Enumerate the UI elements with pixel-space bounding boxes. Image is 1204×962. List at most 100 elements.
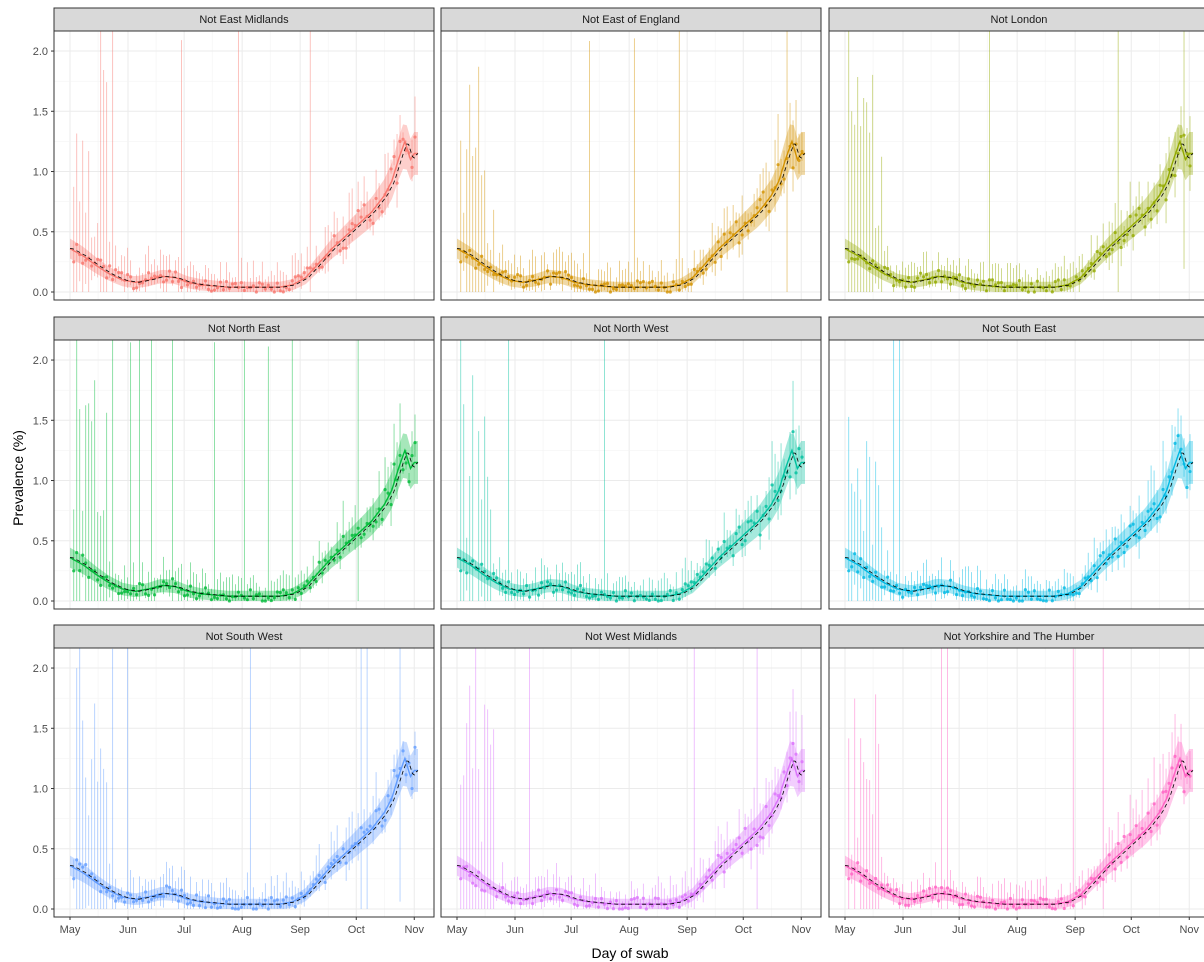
estimate-point bbox=[143, 592, 148, 596]
estimate-point bbox=[871, 579, 875, 584]
estimate-point bbox=[1140, 826, 1144, 831]
estimate-point bbox=[850, 872, 854, 876]
estimate-point bbox=[563, 889, 568, 893]
estimate-point bbox=[308, 586, 312, 590]
estimate-point bbox=[1158, 515, 1162, 519]
estimate-point bbox=[605, 907, 610, 911]
estimate-point bbox=[407, 480, 411, 484]
estimate-point bbox=[587, 596, 592, 600]
estimate-point bbox=[856, 257, 860, 261]
estimate-point bbox=[221, 897, 226, 901]
estimate-point bbox=[791, 430, 795, 434]
estimate-point bbox=[483, 267, 487, 271]
y-tick-label: 0.5 bbox=[33, 844, 48, 856]
estimate-point bbox=[212, 595, 217, 599]
estimate-point bbox=[542, 895, 547, 899]
estimate-point bbox=[99, 889, 103, 894]
facet-title: Not North West bbox=[594, 323, 669, 335]
estimate-point bbox=[560, 898, 565, 902]
plot-background bbox=[441, 648, 821, 917]
y-tick-label: 1.5 bbox=[33, 415, 48, 427]
estimate-point bbox=[510, 590, 514, 595]
estimate-point bbox=[632, 897, 636, 901]
estimate-point bbox=[1134, 534, 1138, 538]
estimate-point bbox=[389, 502, 393, 507]
estimate-point bbox=[1107, 853, 1111, 857]
estimate-point bbox=[519, 901, 523, 906]
reference-line bbox=[457, 452, 806, 597]
estimate-point bbox=[611, 590, 616, 595]
estimate-point bbox=[692, 267, 696, 271]
estimate-point bbox=[584, 904, 589, 908]
estimate-point bbox=[918, 271, 923, 275]
estimate-point bbox=[782, 770, 786, 774]
y-tick-label: 2.0 bbox=[33, 663, 48, 675]
estimate-point bbox=[93, 876, 97, 880]
estimate-point bbox=[374, 809, 378, 813]
estimate-point bbox=[990, 588, 995, 593]
estimate-point bbox=[1161, 487, 1165, 492]
estimate-point bbox=[868, 574, 872, 579]
estimate-point bbox=[1161, 790, 1165, 794]
estimate-point bbox=[1005, 597, 1010, 601]
estimate-point bbox=[659, 281, 663, 285]
estimate-point bbox=[281, 898, 285, 902]
estimate-point bbox=[924, 584, 929, 588]
estimate-point bbox=[356, 843, 360, 847]
estimate-point bbox=[1053, 907, 1057, 911]
estimate-point bbox=[117, 270, 121, 275]
estimate-point bbox=[305, 266, 309, 270]
estimate-point bbox=[740, 542, 744, 547]
estimate-point bbox=[680, 895, 684, 899]
estimate-point bbox=[170, 279, 175, 284]
estimate-point bbox=[1155, 209, 1159, 213]
estimate-point bbox=[167, 269, 172, 273]
estimate-point bbox=[886, 575, 890, 579]
estimate-point bbox=[513, 592, 517, 597]
estimate-point bbox=[1140, 520, 1144, 524]
estimate-point bbox=[123, 900, 127, 904]
x-tick-label: Sep bbox=[677, 924, 697, 936]
estimate-point bbox=[656, 599, 660, 603]
estimate-point bbox=[948, 889, 953, 893]
estimate-point bbox=[401, 137, 405, 141]
estimate-point bbox=[224, 279, 229, 284]
estimate-point bbox=[501, 270, 505, 274]
estimate-point bbox=[910, 284, 914, 288]
estimate-point bbox=[722, 539, 726, 544]
estimate-point bbox=[545, 580, 550, 584]
estimate-point bbox=[939, 885, 944, 890]
estimate-point bbox=[209, 905, 214, 909]
estimate-point bbox=[1044, 289, 1048, 293]
estimate-point bbox=[362, 830, 366, 834]
facet-title: Not East Midlands bbox=[199, 14, 289, 26]
estimate-point bbox=[650, 279, 654, 283]
estimate-point bbox=[1017, 599, 1021, 603]
estimate-point bbox=[1074, 891, 1078, 895]
estimate-point bbox=[1026, 290, 1030, 294]
estimate-point bbox=[749, 519, 753, 523]
estimate-point bbox=[1116, 841, 1120, 846]
estimate-point bbox=[111, 586, 115, 590]
estimate-point bbox=[1125, 544, 1129, 548]
facet-panel: Not East Midlands 0.0 0.5 1.0 1.5 2.0 bbox=[33, 7, 435, 301]
y-tick-label: 0.0 bbox=[33, 904, 48, 916]
estimate-point bbox=[1029, 597, 1033, 601]
estimate-point bbox=[859, 879, 863, 883]
estimate-point bbox=[716, 853, 720, 857]
estimate-point bbox=[111, 277, 115, 282]
estimate-point bbox=[242, 596, 246, 600]
y-tick-label: 1.0 bbox=[33, 167, 48, 179]
x-tick-label: Aug bbox=[619, 924, 639, 936]
estimate-point bbox=[680, 588, 684, 592]
panel-border bbox=[828, 647, 1204, 918]
estimate-point bbox=[1089, 579, 1093, 583]
estimate-point bbox=[1122, 239, 1126, 243]
estimate-point bbox=[545, 890, 550, 894]
estimate-point bbox=[1017, 906, 1021, 910]
estimate-point bbox=[993, 907, 998, 911]
estimate-point bbox=[1008, 896, 1012, 901]
estimate-point bbox=[993, 596, 998, 600]
estimate-point bbox=[1116, 554, 1120, 558]
estimate-point bbox=[913, 585, 917, 590]
